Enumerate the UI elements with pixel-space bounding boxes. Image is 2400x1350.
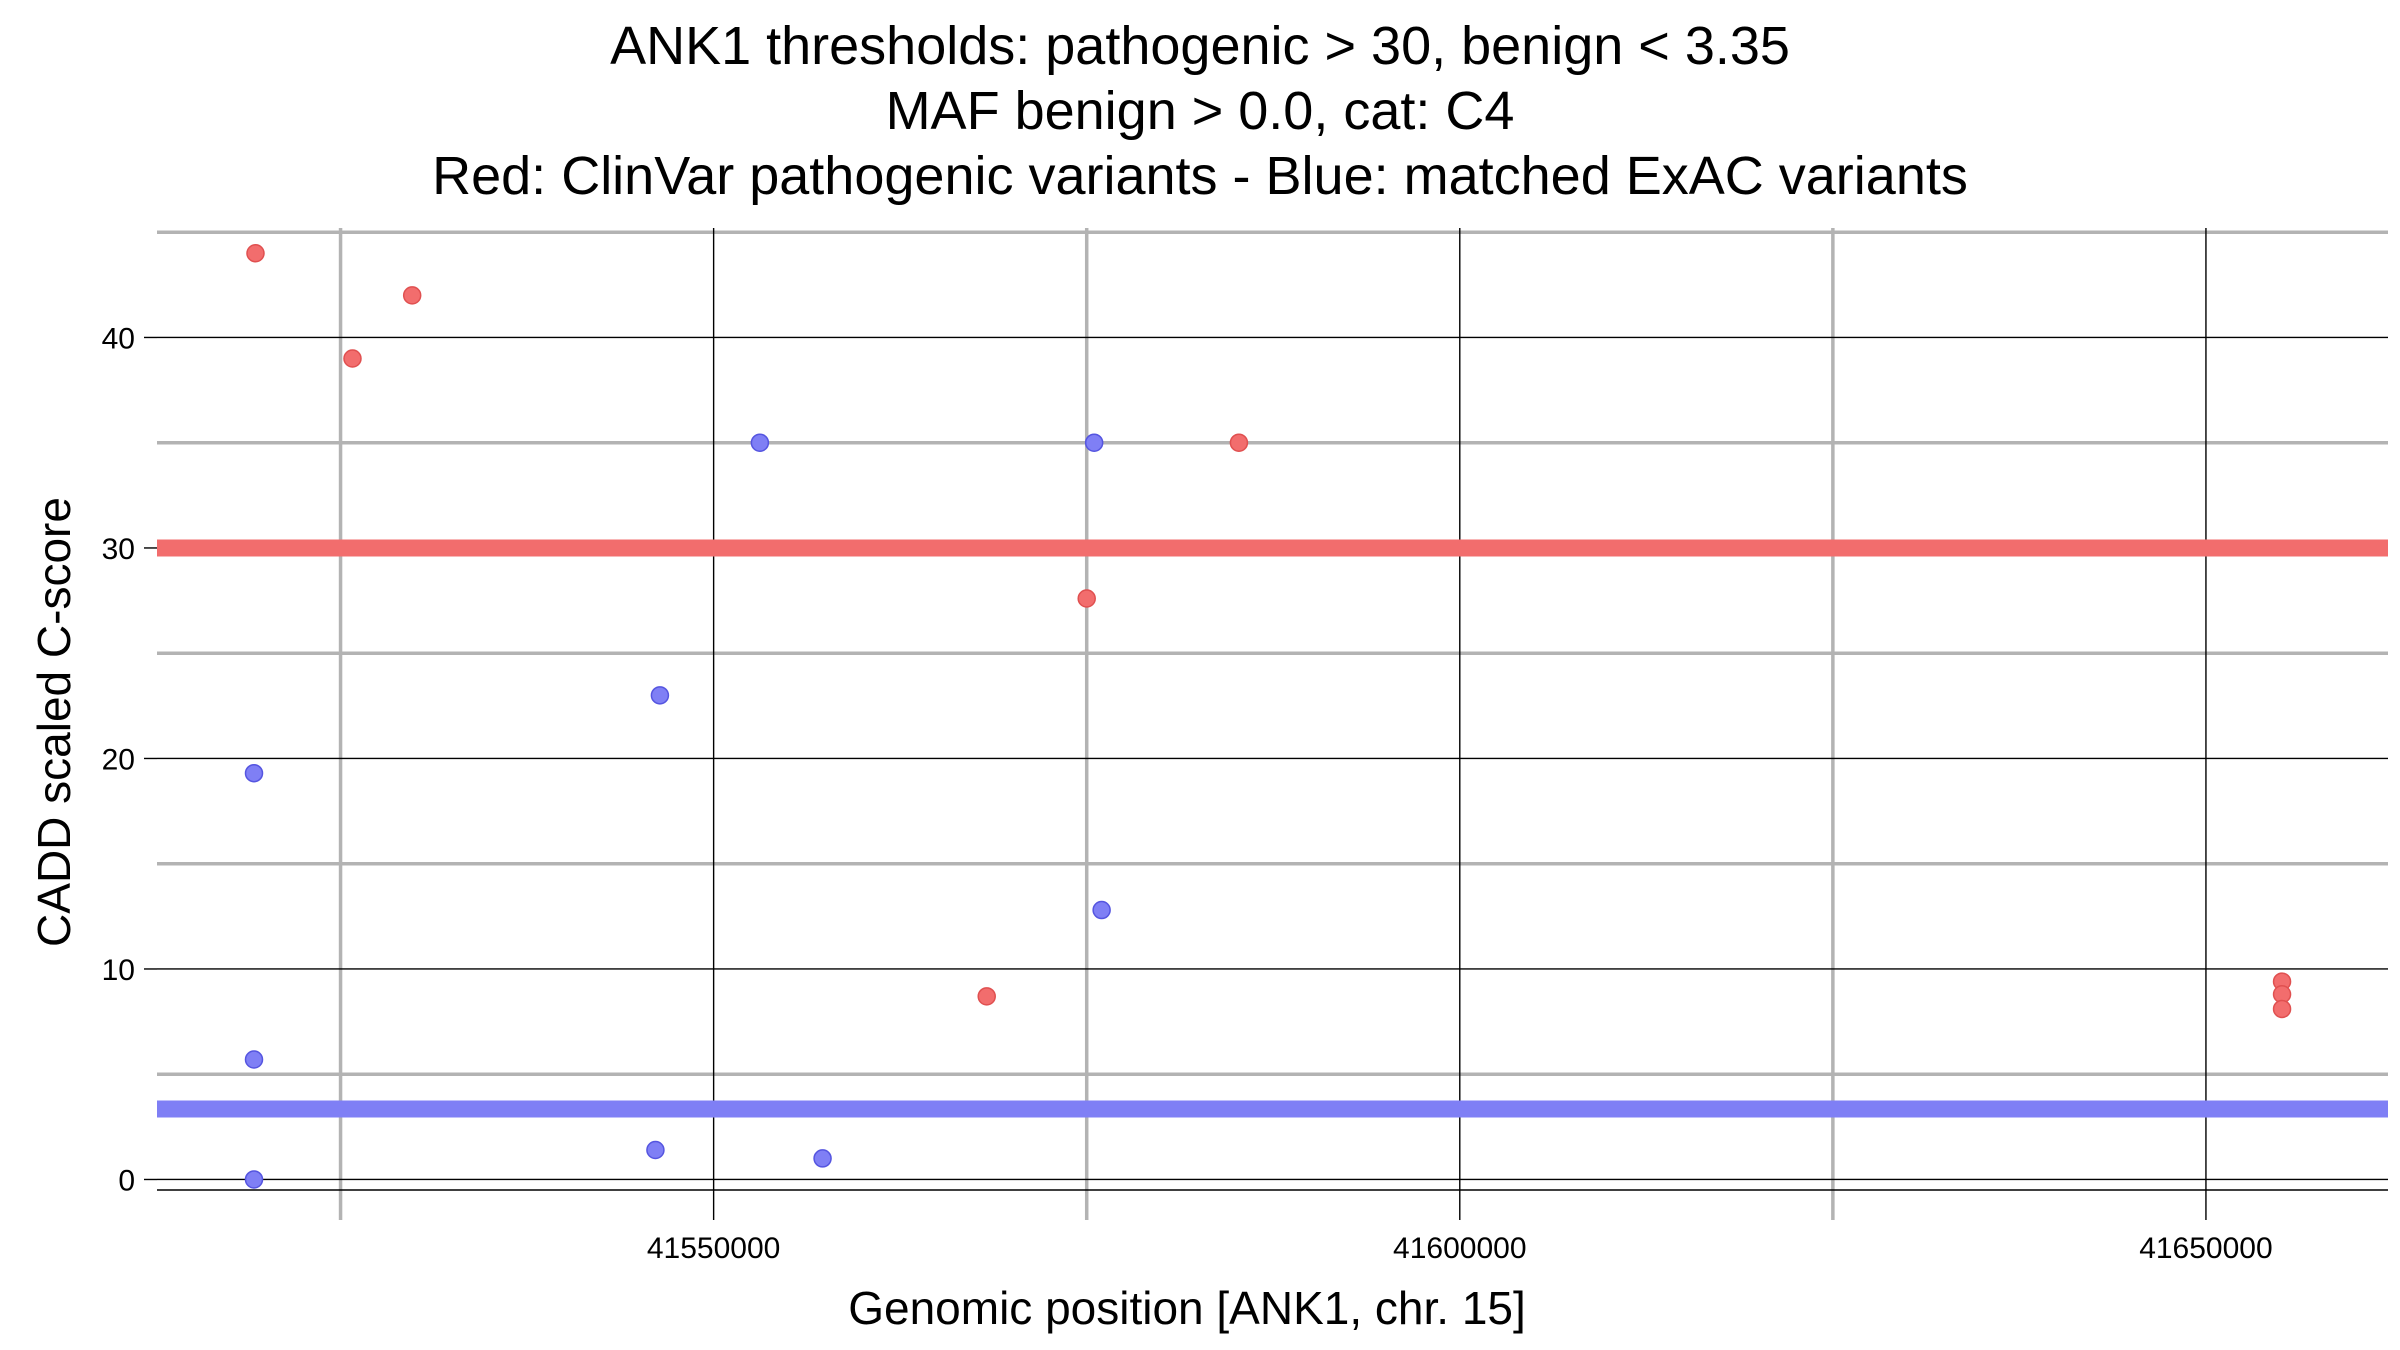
y-tick-label: 10 [102,954,135,987]
exac-point [244,1050,264,1069]
exac-point [244,763,264,783]
clinvar-point [343,349,362,368]
clinvar-point [246,244,265,263]
minor-gridlines [157,228,2388,1220]
title-line-2: MAF benign > 0.0, cat: C4 [885,81,1515,141]
clinvar-point [2272,999,2292,1019]
title-line-1: ANK1 thresholds: pathogenic > 30, benign… [610,16,1790,76]
data-points [244,244,2292,1189]
y-axis-title: CADD scaled C-score [28,497,80,947]
clinvar-point [1229,433,1249,452]
chart-title: ANK1 thresholds: pathogenic > 30, benign… [0,14,2400,209]
exac-point [650,686,670,705]
x-tick-labels: 41550000 41600000 41650000 [647,1232,2273,1265]
y-tick-label: 20 [102,743,135,776]
y-tick-label: 30 [102,533,135,566]
exac-point [750,433,770,452]
exac-point [244,1170,264,1189]
y-tick-label: 40 [102,322,135,355]
exac-point [1092,900,1111,920]
clinvar-point [1077,589,1096,608]
x-tick-label: 41650000 [2139,1232,2272,1265]
y-tick-labels: 0 10 20 30 40 [102,322,135,1197]
x-axis-title: Genomic position [ANK1, chr. 15] [848,1282,1526,1334]
axes [144,336,2388,1191]
x-tick-label: 41600000 [1393,1232,1526,1265]
exac-point [646,1140,665,1160]
threshold-bands [157,539,2388,1118]
x-tick-label: 41550000 [647,1232,780,1265]
title-line-3: Red: ClinVar pathogenic variants - Blue:… [432,146,1968,206]
clinvar-point [402,286,422,305]
major-gridlines [157,228,2388,1220]
exac-point [813,1149,832,1168]
exac-point [1084,433,1104,452]
clinvar-point [977,987,996,1006]
y-tick-label: 0 [118,1164,135,1197]
